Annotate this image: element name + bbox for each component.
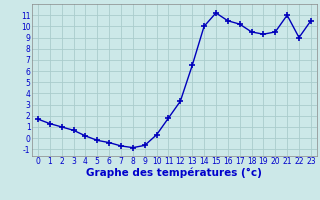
X-axis label: Graphe des températures (°c): Graphe des températures (°c) <box>86 168 262 178</box>
